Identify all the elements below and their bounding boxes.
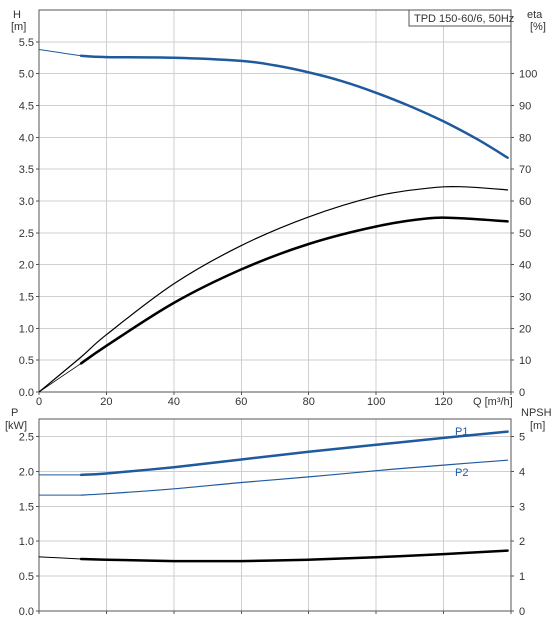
bottom-plot-frame: [38, 418, 512, 612]
top-x-tick-label: 100: [367, 396, 385, 408]
top-left-tick-label: 2.0: [19, 260, 34, 272]
top-left-tick-label: 1.0: [19, 323, 34, 335]
top-right-tick-label: 40: [519, 260, 531, 272]
top-right-tick-label: 80: [519, 132, 531, 144]
h-axis-unit: [m]: [11, 21, 26, 33]
bottom-left-tick-label: 0.0: [19, 606, 34, 618]
h-curve-line: [79, 54, 509, 159]
p-axis-unit: [kW]: [5, 420, 27, 432]
top-right-tick-label: 90: [519, 101, 531, 113]
top-x-tick-label: 60: [235, 396, 247, 408]
top-grid: [39, 10, 511, 392]
axis-labels: 0.00.51.01.52.02.53.03.54.04.55.05.50102…: [19, 37, 538, 618]
bottom-left-tick-label: 2.5: [19, 431, 34, 443]
top-right-tick-label: 50: [519, 228, 531, 240]
legend-text: TPD 150-60/6, 50Hz: [414, 13, 514, 25]
bottom-left-tick-label: 0.5: [19, 571, 34, 583]
top-x-tick-label: 40: [168, 396, 180, 408]
top-right-tick-label: 70: [519, 164, 531, 176]
bottom-series: [38, 430, 509, 563]
bottom-left-tick-label: 2.0: [19, 466, 34, 478]
eta-curve-2-line: [79, 216, 509, 365]
npsh-axis-unit: [m]: [530, 420, 545, 432]
top-right-tick-label: 10: [519, 355, 531, 367]
eta-axis-label: eta: [527, 9, 543, 21]
p1-series-label: P1: [455, 426, 468, 438]
top-left-tick-label: 0.0: [19, 387, 34, 399]
top-left-tick-label: 4.5: [19, 101, 34, 113]
bottom-left-tick-label: 1.5: [19, 501, 34, 513]
eta-axis-unit: [%]: [530, 21, 546, 33]
top-left-tick-label: 2.5: [19, 228, 34, 240]
p1-line: [79, 430, 509, 477]
bottom-right-tick-label: 2: [519, 536, 525, 548]
npsh-line: [79, 549, 509, 563]
bottom-right-tick-label: 5: [519, 431, 525, 443]
eta-curve-line: [38, 185, 509, 393]
top-left-tick-label: 3.0: [19, 196, 34, 208]
top-left-tick-label: 5.5: [19, 37, 34, 49]
top-x-tick-label: 20: [100, 396, 112, 408]
top-right-tick-label: 20: [519, 323, 531, 335]
bottom-right-tick-label: 1: [519, 571, 525, 583]
top-right-tick-label: 100: [519, 69, 537, 81]
p2-series-label: P2: [455, 467, 468, 479]
h-curve-thin-line: [38, 49, 82, 57]
top-right-tick-label: 30: [519, 292, 531, 304]
top-left-tick-label: 4.0: [19, 132, 34, 144]
top-left-tick-label: 3.5: [19, 164, 34, 176]
bottom-right-tick-label: 0: [519, 606, 525, 618]
p-axis-label: P: [11, 407, 18, 419]
top-series: [38, 49, 509, 393]
top-left-tick-label: 0.5: [19, 355, 34, 367]
p2-line: [80, 459, 509, 496]
top-x-tick-label: 80: [303, 396, 315, 408]
top-left-tick-label: 1.5: [19, 292, 34, 304]
eta-curve-thin-line: [38, 363, 82, 393]
top-left-tick-label: 5.0: [19, 69, 34, 81]
top-x-tick-label: 0: [36, 396, 42, 408]
top-right-tick-label: 60: [519, 196, 531, 208]
top-right-tick-label: 0: [519, 387, 525, 399]
h-axis-label: H: [13, 9, 21, 21]
top-x-tick-label: 120: [434, 396, 452, 408]
bottom-left-tick-label: 1.0: [19, 536, 34, 548]
legend-box: [408, 9, 512, 27]
npsh-thin-line: [38, 556, 82, 560]
bottom-right-tick-label: 3: [519, 501, 525, 513]
bottom-grid: [39, 419, 511, 611]
q-axis-label: Q [m³/h]: [473, 396, 513, 408]
npsh-axis-label: NPSH: [521, 407, 552, 419]
bottom-right-tick-label: 4: [519, 466, 525, 478]
